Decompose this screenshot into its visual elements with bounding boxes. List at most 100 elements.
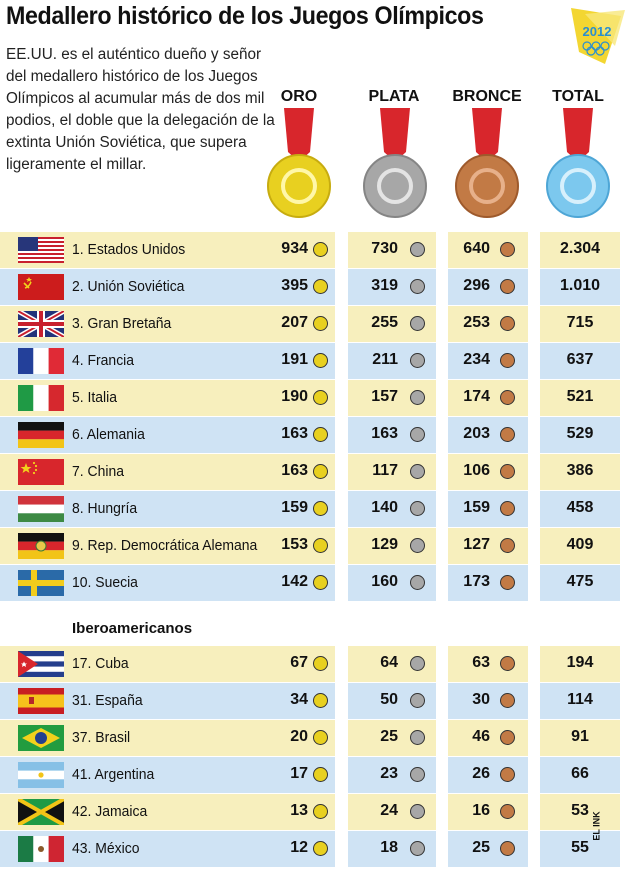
silver-medal-icon — [410, 501, 425, 516]
silver-value: 50 — [380, 691, 398, 708]
bronze-medal-icon — [500, 767, 515, 782]
gold-value: 159 — [281, 499, 308, 516]
gold-medal-icon — [313, 279, 328, 294]
bronze-medal-icon — [500, 427, 515, 442]
france-flag-icon — [18, 348, 64, 374]
brazil-flag-icon — [18, 725, 64, 751]
ibero-subheading: Iberoamericanos — [72, 620, 193, 637]
olympic-logo-icon: 2012 — [571, 8, 625, 64]
bronze-medal-icon — [500, 804, 515, 819]
row-band-total — [540, 757, 620, 793]
bronze-medal-icon — [500, 693, 515, 708]
gold-medal-icon — [313, 575, 328, 590]
bronze-value: 46 — [472, 728, 490, 745]
silver-value: 157 — [371, 388, 398, 405]
table-row: 2. Unión Soviética 395 319 296 1.010 — [0, 269, 630, 305]
bronze-medal-icon — [500, 841, 515, 856]
argentina-flag-icon — [18, 762, 64, 788]
total-value: 715 — [566, 314, 594, 331]
row-band-total — [540, 491, 620, 527]
bronze-medal-icon — [500, 353, 515, 368]
bronze-value: 25 — [472, 839, 490, 856]
gold-medal-icon — [313, 730, 328, 745]
hungary-flag-icon — [18, 496, 64, 522]
bronze-value: 296 — [463, 277, 490, 294]
country-name: 3. Gran Bretaña — [72, 315, 172, 332]
silver-medal-icon — [410, 575, 425, 590]
gold-medal-icon — [313, 767, 328, 782]
gold-medal-icon — [313, 501, 328, 516]
gold-medal-icon — [313, 804, 328, 819]
silver-medal-icon — [410, 804, 425, 819]
country-name: 8. Hungría — [72, 500, 138, 517]
table-row: 3. Gran Bretaña 207 255 253 715 — [0, 306, 630, 342]
total-value: 637 — [566, 351, 594, 368]
gold-medal-icon — [313, 464, 328, 479]
silver-value: 255 — [371, 314, 398, 331]
country-name: 42. Jamaica — [72, 803, 148, 820]
table-row: 4. Francia 191 211 234 637 — [0, 343, 630, 379]
bronze-medal-icon — [500, 279, 515, 294]
jamaica-flag-icon — [18, 799, 64, 825]
bronze-value: 174 — [463, 388, 490, 405]
gold-value: 163 — [281, 462, 308, 479]
row-band-total — [540, 720, 620, 756]
row-band-total — [540, 831, 620, 867]
total-value: 194 — [566, 654, 594, 671]
table-row: 7. China 163 117 106 386 — [0, 454, 630, 490]
bronze-medal-icon — [500, 390, 515, 405]
china-flag-icon — [18, 459, 64, 485]
row-band-total — [540, 454, 620, 490]
total-value: 91 — [571, 728, 589, 745]
total-value: 458 — [566, 499, 594, 516]
table-row: 10. Suecia 142 160 173 475 — [0, 565, 630, 601]
table-row: 9. Rep. Democrática Alemana 153 129 127 409 — [0, 528, 630, 564]
silver-value: 730 — [371, 240, 398, 257]
country-name: 41. Argentina — [72, 766, 155, 783]
silver-medal-icon — [410, 427, 425, 442]
bronze-value: 106 — [463, 462, 490, 479]
gold-medal-icon — [313, 693, 328, 708]
gold-value: 13 — [290, 802, 308, 819]
country-name: 4. Francia — [72, 352, 135, 369]
country-name: 31. España — [72, 692, 143, 709]
silver-medal-icon — [410, 730, 425, 745]
gold-value: 934 — [281, 240, 308, 257]
row-band-total — [540, 269, 620, 305]
table-row: 42. Jamaica 13 24 16 53 — [0, 794, 630, 830]
table-row: 5. Italia 190 157 174 521 — [0, 380, 630, 416]
silver-medal-icon — [410, 693, 425, 708]
italy-flag-icon — [18, 385, 64, 411]
silver-value: 117 — [372, 462, 398, 479]
uk-flag-icon — [18, 311, 64, 337]
bronze-medal-icon — [500, 575, 515, 590]
gold-medal-icon — [313, 538, 328, 553]
gold-value: 34 — [290, 691, 308, 708]
table-row: 6. Alemania 163 163 203 529 — [0, 417, 630, 453]
total-value: 66 — [571, 765, 589, 782]
country-name: 2. Unión Soviética — [72, 278, 185, 295]
row-band-total — [540, 306, 620, 342]
column-header-gold: ORO — [280, 88, 318, 105]
row-band-total — [540, 380, 620, 416]
country-name: 9. Rep. Democrática Alemana — [72, 537, 258, 554]
country-name: 1. Estados Unidos — [72, 241, 186, 258]
silver-value: 129 — [371, 536, 398, 553]
country-name: 7. China — [72, 463, 124, 480]
total-value: 521 — [566, 388, 594, 405]
gold-value: 67 — [290, 654, 308, 671]
table-row: 8. Hungría 159 140 159 458 — [0, 491, 630, 527]
silver-medal-icon — [410, 841, 425, 856]
mexico-flag-icon — [18, 836, 64, 862]
silver-value: 23 — [380, 765, 398, 782]
total-value: 386 — [566, 462, 594, 479]
bronze-medal-icon — [455, 108, 519, 218]
total-value: 1.010 — [559, 277, 601, 294]
gold-value: 17 — [290, 765, 308, 782]
gold-value: 142 — [281, 573, 308, 590]
gold-medal-icon — [313, 427, 328, 442]
credit-label: EL INK — [591, 811, 602, 841]
row-band-total — [540, 683, 620, 719]
silver-medal-icon — [410, 316, 425, 331]
bronze-value: 63 — [472, 654, 490, 671]
